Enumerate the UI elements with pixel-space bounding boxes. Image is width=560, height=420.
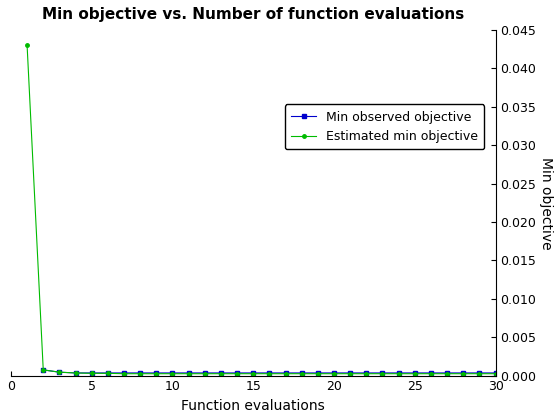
Estimated min objective [476, 371, 483, 376]
Legend: Min observed objective, Estimated min objective: Min observed objective, Estimated min ob… [285, 105, 484, 149]
Estimated min objective [363, 371, 370, 376]
Estimated min objective [72, 370, 79, 375]
Min observed objective [56, 370, 63, 375]
Estimated min objective [88, 371, 95, 376]
Min observed objective [88, 370, 95, 375]
Estimated min objective [40, 368, 46, 373]
Estimated min objective [282, 371, 289, 376]
Min observed objective [492, 370, 499, 375]
Min observed objective [298, 370, 305, 375]
Min observed objective [363, 370, 370, 375]
Min observed objective [412, 370, 418, 375]
Min observed objective [234, 370, 240, 375]
Estimated min objective [218, 371, 225, 376]
Estimated min objective [234, 371, 240, 376]
Min observed objective [315, 370, 321, 375]
Estimated min objective [250, 371, 256, 376]
Estimated min objective [185, 371, 192, 376]
Estimated min objective [105, 371, 111, 376]
Line: Min observed objective: Min observed objective [41, 368, 498, 375]
Estimated min objective [153, 371, 160, 376]
Min observed objective [395, 370, 402, 375]
Estimated min objective [492, 371, 499, 376]
Min observed objective [476, 370, 483, 375]
Line: Estimated min objective: Estimated min objective [24, 42, 499, 377]
Min observed objective [444, 370, 450, 375]
Min observed objective [120, 370, 127, 375]
Min observed objective [427, 370, 434, 375]
Min observed objective [379, 370, 386, 375]
Estimated min objective [379, 371, 386, 376]
Min observed objective [153, 370, 160, 375]
Estimated min objective [298, 371, 305, 376]
Min observed objective [347, 370, 353, 375]
Min observed objective [330, 370, 337, 375]
Estimated min objective [330, 371, 337, 376]
Min observed objective [40, 368, 46, 373]
Min observed objective [460, 370, 466, 375]
X-axis label: Function evaluations: Function evaluations [181, 399, 325, 413]
Min observed objective [185, 370, 192, 375]
Estimated min objective [137, 371, 143, 376]
Estimated min objective [460, 371, 466, 376]
Estimated min objective [169, 371, 176, 376]
Min observed objective [72, 370, 79, 375]
Estimated min objective [347, 371, 353, 376]
Min observed objective [137, 370, 143, 375]
Min observed objective [105, 370, 111, 375]
Estimated min objective [24, 43, 30, 48]
Estimated min objective [395, 371, 402, 376]
Title: Min objective vs. Number of function evaluations: Min objective vs. Number of function eva… [42, 7, 464, 22]
Estimated min objective [266, 371, 273, 376]
Estimated min objective [315, 371, 321, 376]
Min observed objective [250, 370, 256, 375]
Estimated min objective [427, 371, 434, 376]
Min observed objective [169, 370, 176, 375]
Estimated min objective [202, 371, 208, 376]
Min observed objective [202, 370, 208, 375]
Estimated min objective [120, 371, 127, 376]
Estimated min objective [412, 371, 418, 376]
Estimated min objective [444, 371, 450, 376]
Estimated min objective [56, 370, 63, 375]
Y-axis label: Min objective: Min objective [539, 157, 553, 249]
Min observed objective [282, 370, 289, 375]
Min observed objective [266, 370, 273, 375]
Min observed objective [218, 370, 225, 375]
